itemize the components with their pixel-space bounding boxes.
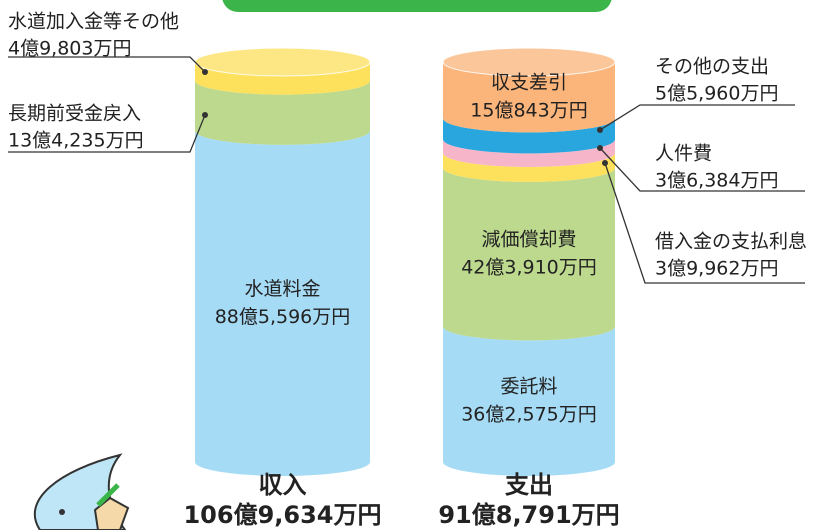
segment-name: 人件費 bbox=[655, 143, 712, 165]
segment-value-label: 3億6,384万円 bbox=[655, 170, 778, 192]
segment-name: その他の支出 bbox=[655, 56, 769, 78]
segment-name: 収支差引 bbox=[491, 72, 567, 94]
leader-dot bbox=[597, 127, 603, 133]
segment-value-label: 88億5,596万円 bbox=[215, 306, 351, 328]
leader-dot bbox=[602, 160, 608, 166]
segment-value-label: 15億843万円 bbox=[470, 100, 587, 122]
segment-name: 長期前受金戻入 bbox=[8, 103, 141, 125]
segment bbox=[443, 168, 615, 341]
segment-name: 借入金の支払利息 bbox=[655, 231, 807, 253]
mascot bbox=[35, 455, 128, 530]
segment-value-label: 5億5,960万円 bbox=[655, 83, 778, 105]
segment-value-label: 4億9,803万円 bbox=[8, 38, 131, 60]
segment-name: 委託料 bbox=[500, 376, 557, 398]
segment-value-label: 36億2,575万円 bbox=[461, 404, 597, 426]
segment bbox=[443, 326, 615, 476]
segment-name: 水道料金 bbox=[244, 278, 320, 300]
segment-value-label: 42億3,910万円 bbox=[461, 257, 597, 279]
cylinder-top bbox=[195, 48, 370, 76]
segment bbox=[195, 131, 370, 476]
leader-dot bbox=[597, 145, 603, 151]
segment-name: 水道加入金等その他 bbox=[8, 11, 179, 33]
segment-value-label: 3億9,962万円 bbox=[655, 258, 778, 280]
leader-dot bbox=[202, 69, 208, 75]
leader-dot bbox=[202, 112, 208, 118]
stack-total: 91億8,791万円 bbox=[438, 501, 619, 529]
title-banner bbox=[222, 0, 612, 12]
stack-name: 支出 bbox=[505, 471, 553, 499]
stack-total: 106億9,634万円 bbox=[183, 501, 381, 529]
segment-value-label: 13億4,235万円 bbox=[8, 130, 144, 152]
leader-line bbox=[600, 105, 795, 130]
stack-name: 収入 bbox=[259, 471, 307, 499]
segment-name: 減価償却費 bbox=[481, 229, 576, 251]
chart: 水道料金 88億5,596万円 長期前受金戻入 13億4,235万円 水道加入金等その他… bbox=[0, 0, 839, 530]
